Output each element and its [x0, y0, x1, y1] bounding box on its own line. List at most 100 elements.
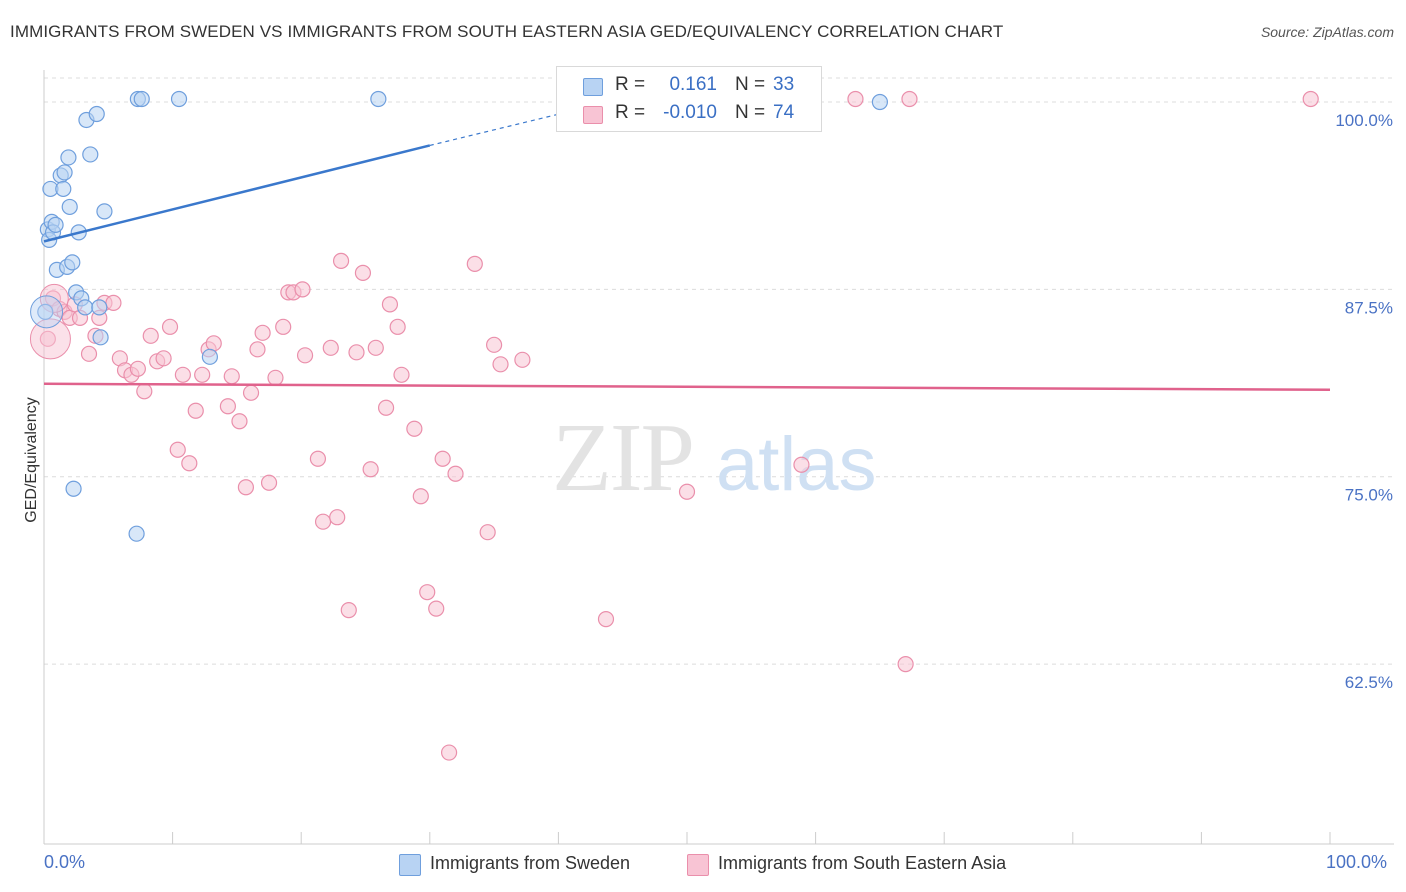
data-point: [332, 252, 350, 269]
data-point: [486, 336, 503, 353]
data-point: [678, 483, 696, 500]
data-point: [37, 303, 54, 320]
bottom-sweden-label: Immigrants from Sweden: [430, 853, 631, 873]
gridlines: [44, 77, 1394, 665]
y-tick-label: 75.0%: [1345, 486, 1393, 505]
y-tick-label: 62.5%: [1345, 673, 1393, 692]
data-point: [370, 90, 387, 108]
data-point: [322, 339, 339, 356]
sweden-trend-line: [43, 144, 431, 243]
cluster-point: [30, 295, 64, 329]
data-point: [142, 327, 159, 344]
data-point: [340, 602, 357, 619]
data-point: [55, 180, 72, 198]
sweden-trend-extension: [429, 107, 585, 147]
data-point: [362, 461, 379, 478]
data-point: [194, 366, 211, 383]
data-point: [201, 348, 218, 365]
data-point: [64, 254, 81, 271]
sea-swatch: [583, 106, 603, 124]
data-point: [80, 345, 98, 362]
data-point: [128, 525, 145, 542]
data-point: [249, 341, 266, 358]
data-point: [56, 164, 73, 181]
x-ticks: [43, 832, 1331, 844]
data-point: [237, 479, 255, 496]
sweden-r-value: 0.161: [669, 74, 717, 95]
sea-r-label: R =: [615, 102, 646, 123]
data-point: [275, 318, 292, 335]
data-point: [314, 513, 332, 530]
data-point: [223, 368, 240, 385]
legend-row-sweden: R = 0.161 N = 33: [557, 72, 821, 100]
data-point: [309, 450, 327, 467]
sea-trend-line: [43, 382, 1331, 392]
data-point: [231, 413, 248, 430]
sea-points: [29, 90, 1319, 761]
bottom-sea-swatch: [687, 854, 709, 876]
x-axis-min-label: 0.0%: [44, 852, 86, 872]
data-point: [205, 335, 222, 352]
data-point: [428, 600, 445, 617]
data-point: [329, 509, 346, 526]
data-point: [92, 329, 109, 346]
data-point: [129, 360, 146, 377]
data-point: [161, 318, 179, 335]
data-point: [254, 324, 271, 341]
data-point: [434, 450, 451, 467]
data-point: [514, 351, 531, 368]
data-point: [105, 294, 122, 311]
data-point: [181, 455, 198, 472]
data-point: [82, 146, 99, 163]
data-point: [155, 350, 172, 367]
data-point: [91, 299, 108, 316]
data-point: [381, 296, 399, 313]
data-point: [77, 299, 94, 316]
data-point: [447, 465, 464, 482]
data-point: [96, 203, 113, 220]
data-point: [393, 366, 410, 383]
data-point: [440, 744, 458, 761]
data-point: [479, 524, 496, 541]
y-tick-label: 100.0%: [1335, 111, 1393, 130]
data-point: [65, 480, 82, 497]
data-point: [419, 584, 436, 601]
sweden-n-value: 33: [773, 74, 795, 95]
sweden-n-label: N =: [735, 74, 766, 95]
data-point: [597, 611, 615, 628]
data-point: [871, 93, 889, 111]
x-axis-max-label: 100.0%: [1326, 852, 1388, 872]
data-point: [901, 90, 918, 108]
data-point: [1302, 90, 1319, 108]
trend-lines: [43, 107, 1331, 392]
watermark-zip: ZIP: [552, 404, 693, 512]
data-point: [174, 366, 191, 383]
data-point: [389, 318, 406, 335]
axes: [43, 70, 1394, 845]
data-point: [88, 105, 105, 123]
y-axis-label: GED/Equivalency: [23, 397, 40, 522]
data-point: [267, 369, 284, 386]
data-point: [412, 488, 429, 505]
data-point: [187, 402, 204, 419]
data-point: [466, 255, 483, 272]
data-point: [61, 198, 78, 216]
bottom-sweden-swatch: [399, 854, 421, 876]
bottom-sea-label: Immigrants from South Eastern Asia: [718, 853, 1007, 873]
data-point: [793, 456, 810, 473]
cluster-point: [29, 318, 71, 360]
legend-row-sea: R = -0.010 N = 74: [557, 100, 821, 128]
sweden-swatch: [583, 78, 603, 96]
watermark: ZIP atlas: [552, 404, 877, 512]
data-point: [897, 656, 914, 673]
data-point: [219, 398, 236, 415]
data-point: [847, 90, 864, 108]
data-point: [169, 441, 186, 458]
data-point: [136, 383, 153, 400]
data-point: [354, 264, 372, 281]
data-point: [133, 90, 150, 108]
y-tick-labels: 62.5% 75.0% 87.5% 100.0%: [1335, 111, 1393, 692]
data-point: [296, 347, 314, 364]
chart-title: IMMIGRANTS FROM SWEDEN VS IMMIGRANTS FRO…: [10, 22, 1004, 41]
